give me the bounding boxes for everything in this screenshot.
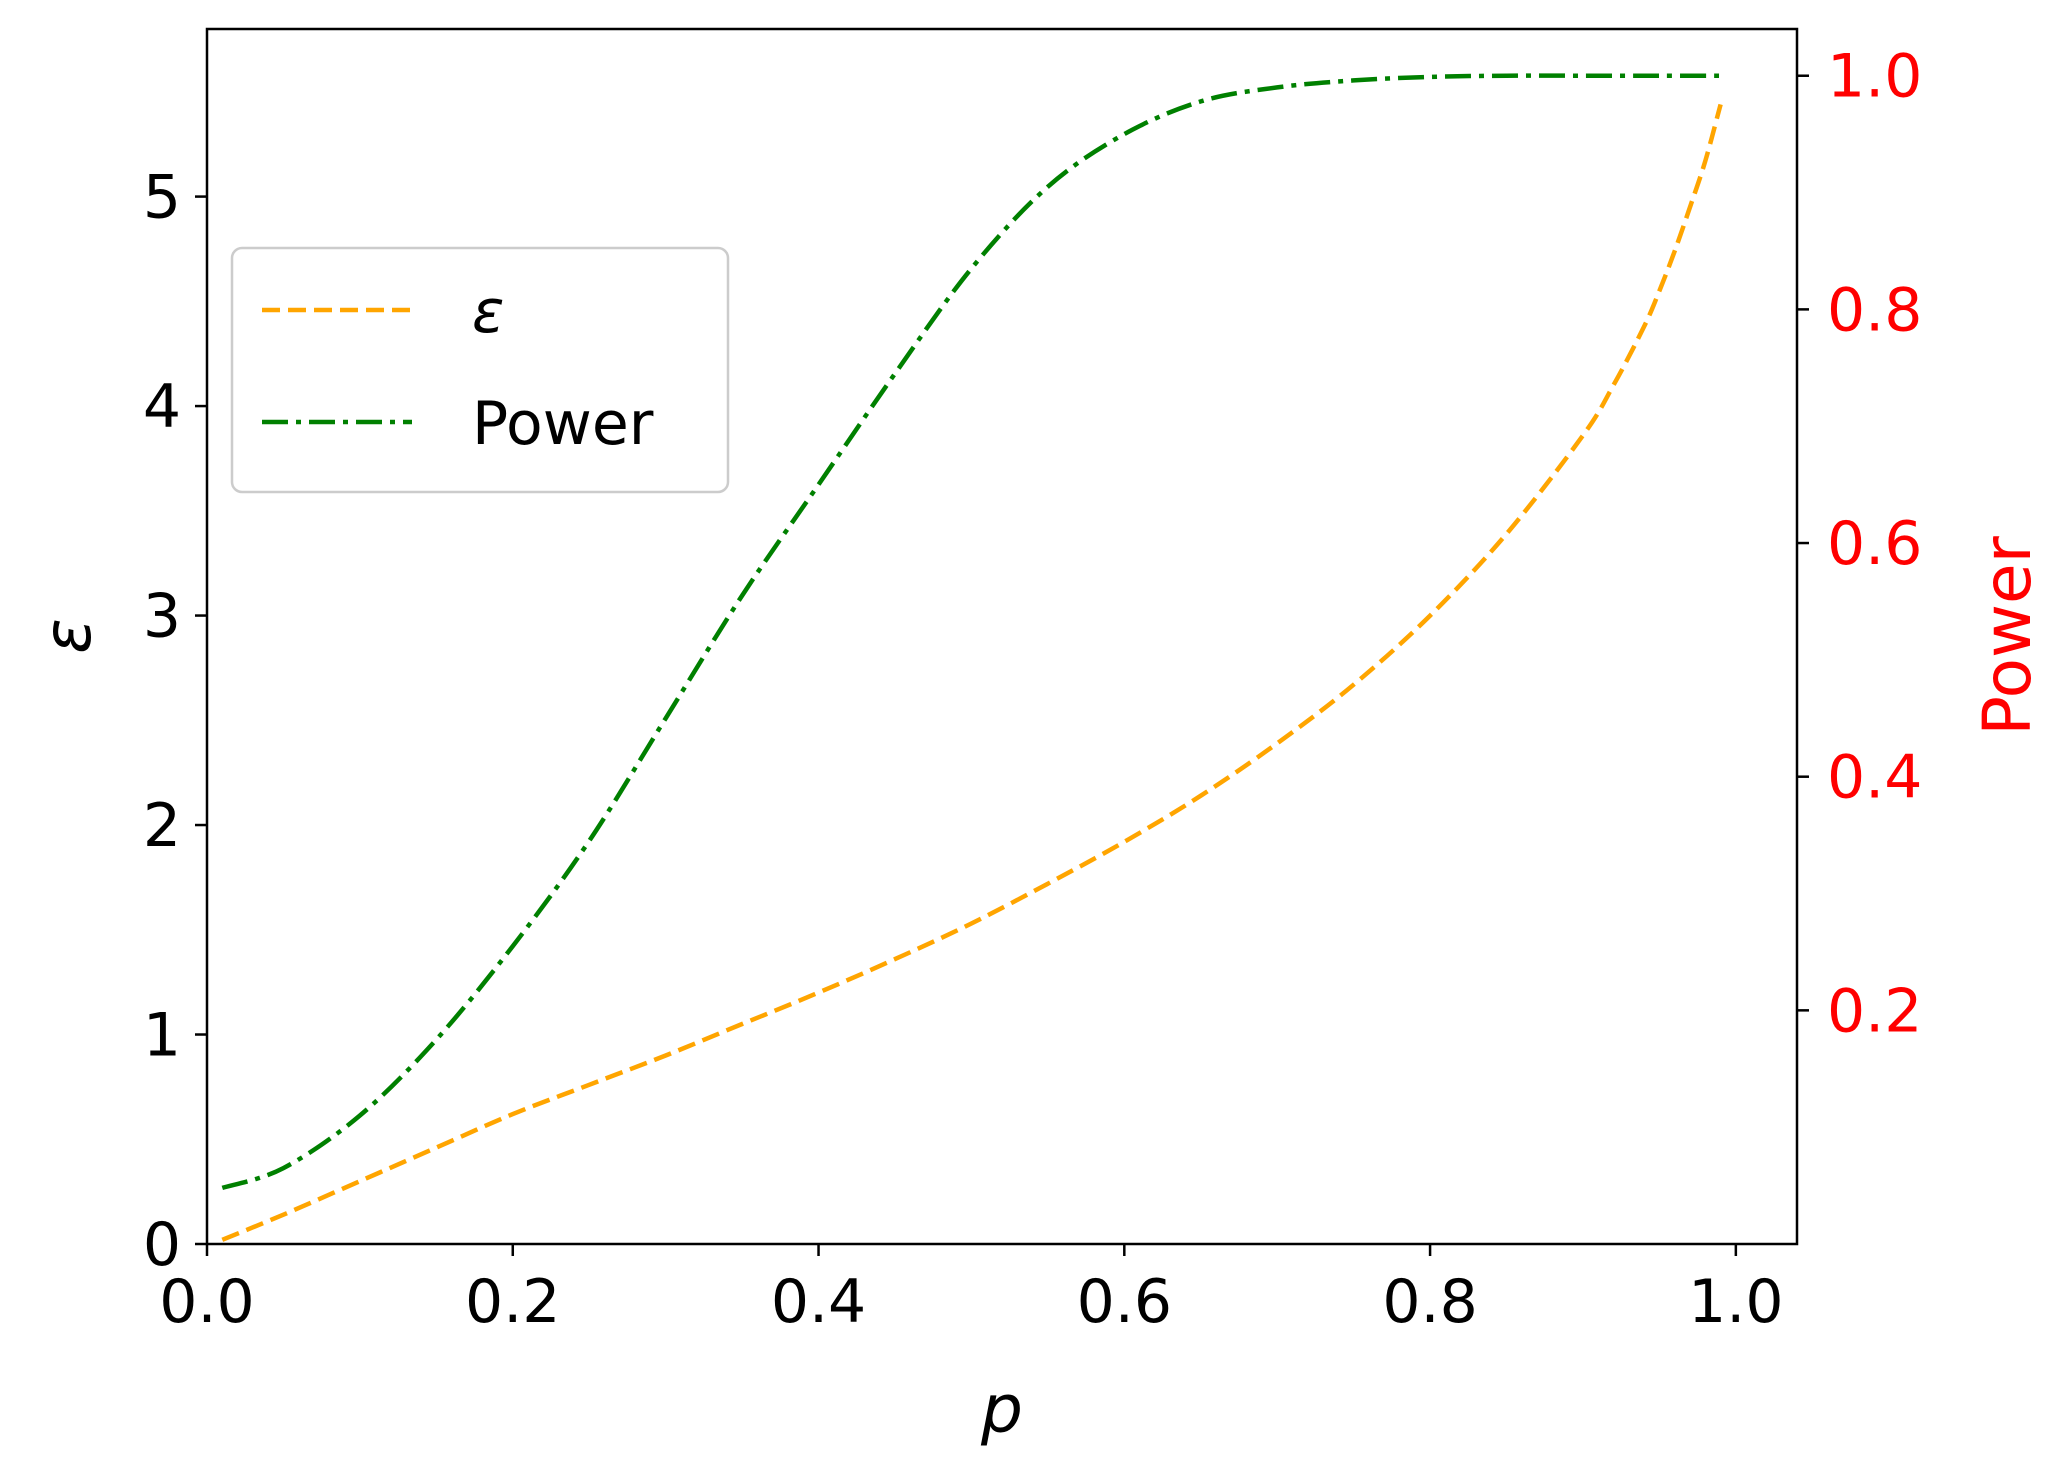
right-y-tick-label: 0.2 [1827, 976, 1922, 1046]
right-y-axis-label: Power [1969, 535, 2046, 735]
epsilon-series-line [221, 103, 1723, 1242]
left-y-tick-label: 3 [143, 582, 181, 652]
left-y-tick-label: 0 [143, 1210, 181, 1280]
series-layer [221, 73, 1723, 1242]
right-y-tick-label: 0.6 [1827, 509, 1922, 579]
x-tick-label: 0.6 [1077, 1267, 1172, 1337]
left-y-tick-label: 4 [143, 372, 181, 442]
left-y-tick-label: 1 [143, 1001, 181, 1071]
ticks-layer: 0.0 0.2 0.4 0.6 0.8 1.0 0 1 2 3 4 5 0.2 0.4 0.6 0.8 1.0 [143, 42, 1923, 1337]
left-y-tick-label: 5 [143, 163, 181, 233]
x-tick-label: 0.4 [771, 1267, 866, 1337]
right-y-tick-label: 0.8 [1827, 275, 1922, 345]
right-y-tick-label: 0.4 [1827, 743, 1922, 813]
x-tick-label: 1.0 [1688, 1267, 1783, 1337]
legend-epsilon-label: ε [472, 277, 504, 347]
left-y-axis-label: ε [29, 618, 106, 654]
x-tick-label: 0.8 [1382, 1267, 1477, 1337]
plot-frame [205, 27, 1799, 1246]
legend: ε Power [230, 246, 730, 494]
x-tick-label: 0.0 [159, 1267, 254, 1337]
left-y-tick-label: 2 [143, 791, 181, 861]
x-axis-label: p [980, 1371, 1023, 1448]
right-y-tick-label: 1.0 [1827, 42, 1922, 112]
legend-power-label: Power [472, 389, 654, 459]
power-series-line [221, 73, 1721, 1191]
x-tick-label: 0.2 [465, 1267, 560, 1337]
